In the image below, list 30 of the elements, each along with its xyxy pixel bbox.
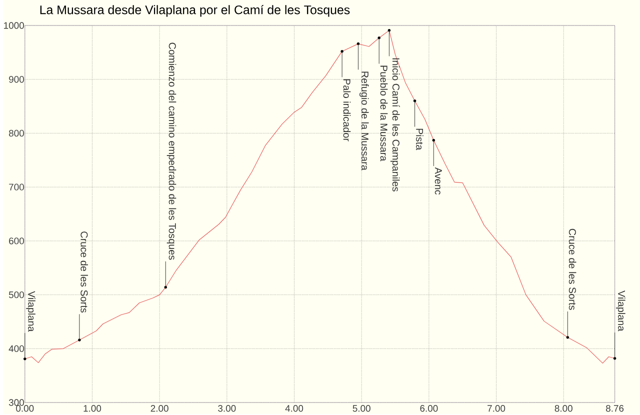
annotation: Vilaplana (616, 290, 626, 332)
annotation: Cruce de les Sorts (568, 228, 576, 310)
annotation: Vilaplana (26, 291, 36, 332)
annotation: Cruce de les Sorts (80, 232, 88, 313)
annotation: Pueblo de la Mussara (380, 66, 388, 162)
y-tick-label: 600 (9, 238, 24, 244)
x-tick-label: 7.00 (488, 405, 506, 412)
x-tick-label: 0.00 (16, 405, 34, 412)
annotation: Palo indicador (343, 79, 351, 142)
annotation: Inicio Camí de les Campaniles (390, 58, 400, 192)
x-tick-label: 5.00 (352, 405, 370, 412)
y-tick-label: 300 (8, 399, 24, 406)
y-tick-label: 800 (8, 130, 24, 137)
y-tick-label: 1000 (4, 22, 24, 29)
chart-title: La Mussara desde Vilaplana por el Camí de les Tosques (40, 4, 350, 17)
y-tick-label: 400 (8, 345, 24, 352)
annotation: Comienzo del camino empedrado de les Tosques (166, 42, 176, 260)
annotation: Avenc (434, 167, 442, 195)
x-tick-label: 8.00 (554, 405, 572, 412)
x-tick-label: 8.76 (606, 405, 624, 412)
annotation: Pista (416, 128, 424, 150)
x-tick-label: 3.00 (218, 405, 236, 412)
y-tick-label: 900 (9, 76, 24, 83)
x-tick-label: 1.00 (84, 405, 102, 412)
x-tick-label: 6.00 (420, 405, 438, 412)
x-tick-label: 2.00 (150, 405, 168, 412)
annotation: Refugio de la Mussara (359, 72, 369, 170)
y-tick-label: 700 (9, 184, 24, 190)
y-tick-label: 500 (8, 291, 24, 298)
x-tick-label: 4.00 (285, 405, 304, 412)
